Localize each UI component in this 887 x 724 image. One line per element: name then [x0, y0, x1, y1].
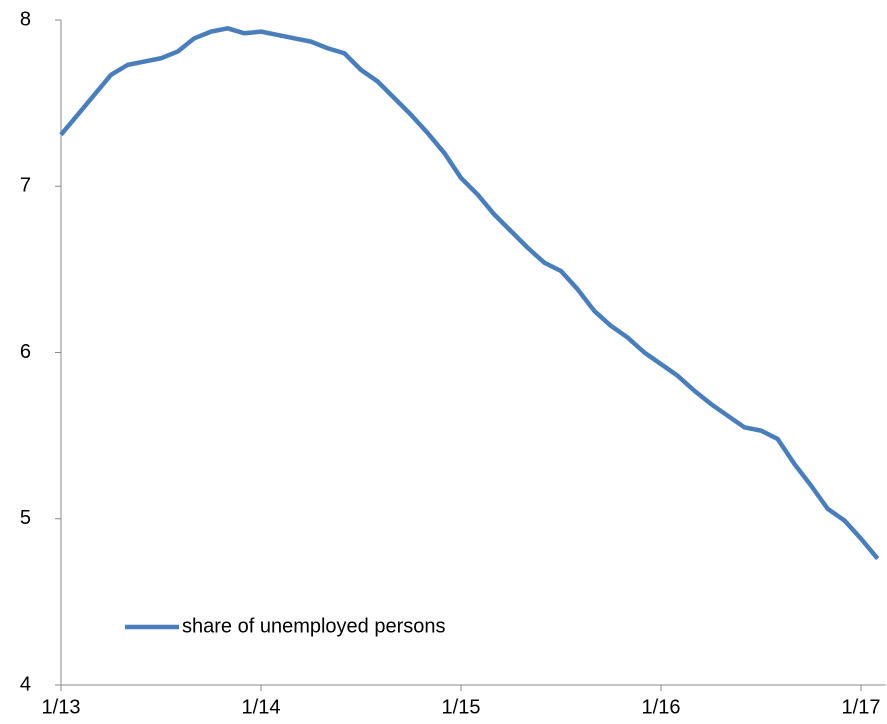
x-tick-label: 1/15: [442, 696, 481, 718]
data-line: [59, 26, 880, 561]
y-tick-label: 4: [20, 673, 31, 695]
x-tick-label: 1/13: [42, 696, 81, 718]
y-tick-label: 6: [20, 341, 31, 363]
y-tick-label: 7: [20, 175, 31, 197]
y-tick-label: 8: [20, 8, 31, 30]
x-tick-label: 1/14: [242, 696, 281, 718]
x-tick-label: 1/16: [642, 696, 681, 718]
y-tick-label: 5: [20, 507, 31, 529]
legend-label: share of unemployed persons: [182, 615, 446, 637]
x-tick-label: 1/17: [842, 696, 881, 718]
